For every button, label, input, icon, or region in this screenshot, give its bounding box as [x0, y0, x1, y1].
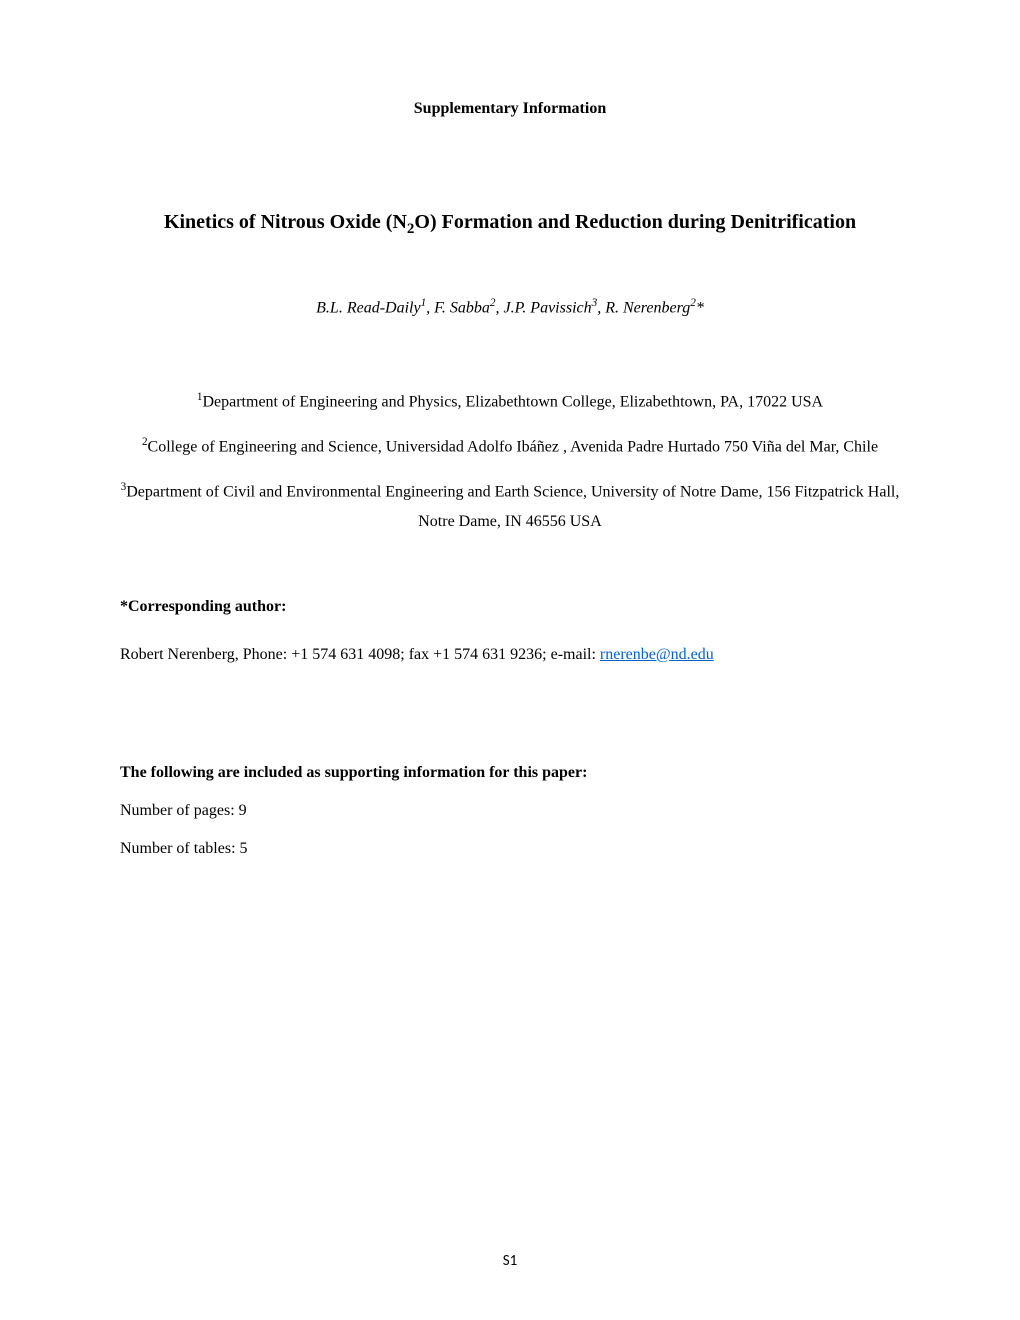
corresponding-text: Robert Nerenberg, Phone: +1 574 631 4098… — [120, 646, 900, 664]
title-suffix: O) Formation and Reduction during Denitr… — [414, 211, 856, 233]
supporting-pages: Number of pages: 9 — [120, 802, 900, 820]
affiliation-1: 1Department of Engineering and Physics, … — [120, 387, 900, 418]
author-4-name: R. Nerenberg — [605, 299, 690, 316]
author-sep-1: , — [426, 299, 434, 316]
author-1-name: B.L. Read-Daily — [316, 299, 420, 316]
author-3-name: J.P. Pavissich — [503, 299, 591, 316]
supporting-tables: Number of tables: 5 — [120, 840, 900, 858]
author-2-name: F. Sabba — [434, 299, 490, 316]
author-4-star: * — [696, 299, 704, 316]
affiliation-1-text: Department of Engineering and Physics, E… — [202, 394, 823, 411]
corresponding-prefix: Robert Nerenberg, Phone: +1 574 631 4098… — [120, 646, 600, 663]
corresponding-email-link[interactable]: rnerenbe@nd.edu — [600, 646, 714, 663]
corresponding-label: *Corresponding author: — [120, 598, 900, 616]
supporting-info-header: The following are included as supporting… — [120, 764, 900, 782]
affiliation-3: 3Department of Civil and Environmental E… — [120, 477, 900, 538]
affiliation-2: 2College of Engineering and Science, Uni… — [120, 432, 900, 463]
page-number: S1 — [0, 1252, 1020, 1270]
affiliation-2-text: College of Engineering and Science, Univ… — [148, 438, 879, 455]
title-prefix: Kinetics of Nitrous Oxide (N — [164, 211, 407, 233]
affiliation-3-text: Department of Civil and Environmental En… — [126, 483, 899, 530]
paper-title: Kinetics of Nitrous Oxide (N2O) Formatio… — [120, 198, 900, 247]
author-list: B.L. Read-Daily1, F. Sabba2, J.P. Paviss… — [120, 297, 900, 317]
supplementary-header: Supplementary Information — [120, 100, 900, 118]
